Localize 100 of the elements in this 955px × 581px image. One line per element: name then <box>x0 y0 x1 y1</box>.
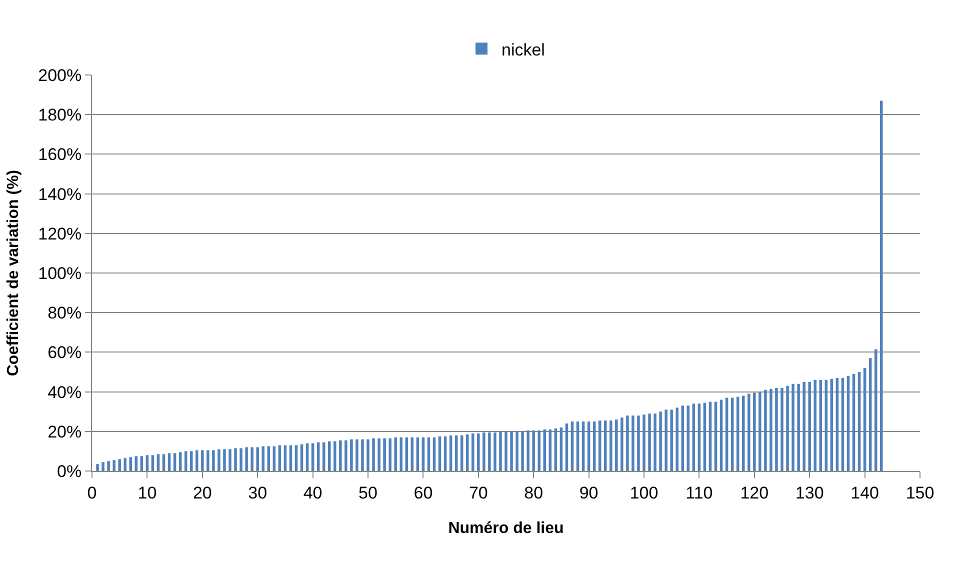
bar <box>797 384 800 471</box>
bar <box>626 416 629 471</box>
bar <box>764 390 767 471</box>
bar <box>151 455 154 471</box>
bar <box>178 452 182 471</box>
bar <box>708 402 712 471</box>
bar <box>201 450 204 471</box>
bar <box>196 450 198 471</box>
bar <box>278 445 282 471</box>
bar <box>868 358 872 471</box>
bar <box>339 440 342 471</box>
bar <box>250 447 254 471</box>
bar <box>554 428 558 471</box>
bar <box>146 455 149 471</box>
x-tick-label: 10 <box>138 483 157 502</box>
bar <box>560 427 563 471</box>
bar <box>206 450 210 471</box>
bar <box>598 420 602 471</box>
bar <box>565 423 568 471</box>
y-tick-label: 60% <box>48 343 82 362</box>
bar <box>604 420 607 471</box>
bar <box>405 437 408 471</box>
bar <box>532 430 535 471</box>
bar <box>499 431 502 471</box>
bar <box>118 459 121 471</box>
y-tick-label: 120% <box>38 224 82 244</box>
bar <box>742 396 745 471</box>
bar <box>361 439 364 471</box>
bar <box>830 378 834 471</box>
x-tick-label: 30 <box>248 483 268 502</box>
bar <box>228 449 232 471</box>
bar <box>714 402 718 471</box>
bar <box>819 380 822 471</box>
x-tick-label: 150 <box>906 483 934 502</box>
bar <box>730 398 734 471</box>
bar <box>350 439 353 471</box>
bar <box>488 432 491 471</box>
x-tick-label: 60 <box>414 483 433 502</box>
bar <box>311 443 314 471</box>
x-tick-label: 100 <box>630 483 658 502</box>
bar <box>620 418 624 471</box>
bar <box>156 454 160 471</box>
bar <box>162 454 166 471</box>
bar <box>466 434 469 471</box>
bar <box>400 437 402 471</box>
bar <box>802 382 806 471</box>
bar <box>725 398 728 471</box>
bar <box>543 429 546 471</box>
bar <box>432 437 436 471</box>
y-tick-label: 100% <box>38 264 82 283</box>
bar <box>190 451 193 471</box>
bar <box>427 437 430 471</box>
bar <box>102 462 104 471</box>
bar <box>306 443 309 471</box>
x-tick-label: 20 <box>192 483 212 502</box>
bar <box>836 378 839 471</box>
bar <box>316 442 320 471</box>
bar <box>477 433 480 471</box>
x-tick-label: 120 <box>740 483 769 502</box>
x-tick-label: 70 <box>468 483 488 502</box>
bar <box>770 388 772 471</box>
bar <box>96 464 99 471</box>
x-tick-label: 110 <box>686 483 713 502</box>
bar <box>775 388 778 471</box>
bar <box>234 448 237 471</box>
x-tick-label: 90 <box>579 483 598 502</box>
bar <box>654 414 656 471</box>
bar <box>824 380 828 471</box>
bar <box>416 437 420 471</box>
bar <box>294 445 298 471</box>
bar <box>538 430 540 471</box>
x-tick-label: 40 <box>303 483 322 502</box>
bar <box>676 408 678 471</box>
bar <box>510 431 513 471</box>
bar <box>289 445 292 471</box>
bar <box>736 396 740 471</box>
bar <box>454 435 458 471</box>
bar <box>720 400 723 471</box>
bar <box>444 436 447 471</box>
bar <box>670 410 673 471</box>
bar <box>218 449 220 471</box>
y-tick-label: 180% <box>38 106 82 125</box>
bar <box>272 446 276 471</box>
bar <box>240 448 242 471</box>
y-tick-label: 40% <box>48 382 82 402</box>
bar <box>698 404 701 471</box>
y-tick-label: 0% <box>57 462 82 481</box>
bar <box>267 446 270 471</box>
bar <box>134 456 138 471</box>
bar <box>173 453 176 471</box>
x-tick-label: 0 <box>87 483 97 502</box>
bar <box>846 376 850 471</box>
bar <box>753 392 756 471</box>
bar <box>394 437 397 471</box>
bar <box>223 449 226 471</box>
bar <box>548 429 552 471</box>
bar <box>366 439 370 471</box>
y-tick-label: 80% <box>48 304 82 323</box>
x-axis-title: Numéro de lieu <box>448 520 564 538</box>
bar <box>615 420 618 471</box>
